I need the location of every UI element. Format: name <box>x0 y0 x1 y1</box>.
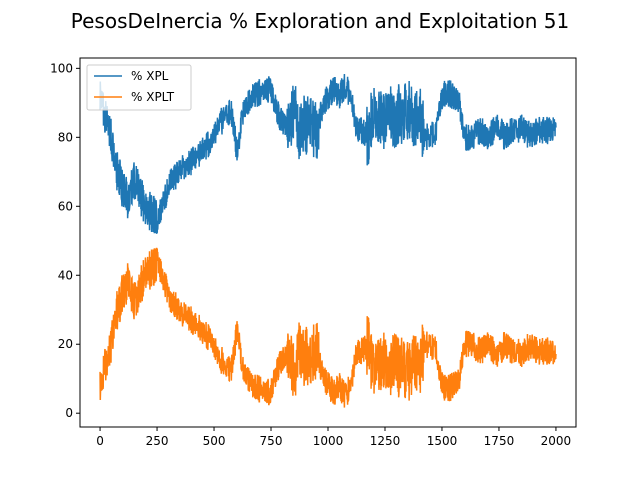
x-tick-label: 1500 <box>427 434 458 448</box>
legend: % XPL % XPLT <box>86 64 192 111</box>
x-axis: 0 250 500 750 1000 1250 1500 1750 2000 <box>96 427 571 448</box>
series-line-xpl <box>99 73 557 234</box>
chart-title: PesosDeInercia % Exploration and Exploit… <box>71 9 569 33</box>
y-tick-label: 100 <box>50 61 73 75</box>
series-layer <box>99 73 557 408</box>
y-tick-label: 40 <box>58 268 73 282</box>
x-tick-label: 0 <box>96 434 104 448</box>
y-tick-label: 20 <box>58 337 73 351</box>
x-tick-label: 1000 <box>313 434 344 448</box>
legend-label-xplt: % XPLT <box>131 90 175 104</box>
x-tick-label: 250 <box>146 434 169 448</box>
legend-label-xpl: % XPL <box>131 69 169 83</box>
series-line-xplt <box>99 247 557 408</box>
x-tick-label: 1750 <box>484 434 515 448</box>
x-tick-label: 2000 <box>541 434 572 448</box>
y-tick-label: 60 <box>58 199 73 213</box>
x-tick-label: 1250 <box>370 434 401 448</box>
x-tick-label: 750 <box>260 434 283 448</box>
y-tick-label: 80 <box>58 130 73 144</box>
y-axis: 0 20 40 60 80 100 <box>50 61 80 420</box>
y-tick-label: 0 <box>65 406 73 420</box>
x-tick-label: 500 <box>203 434 226 448</box>
plot-frame <box>79 57 577 428</box>
